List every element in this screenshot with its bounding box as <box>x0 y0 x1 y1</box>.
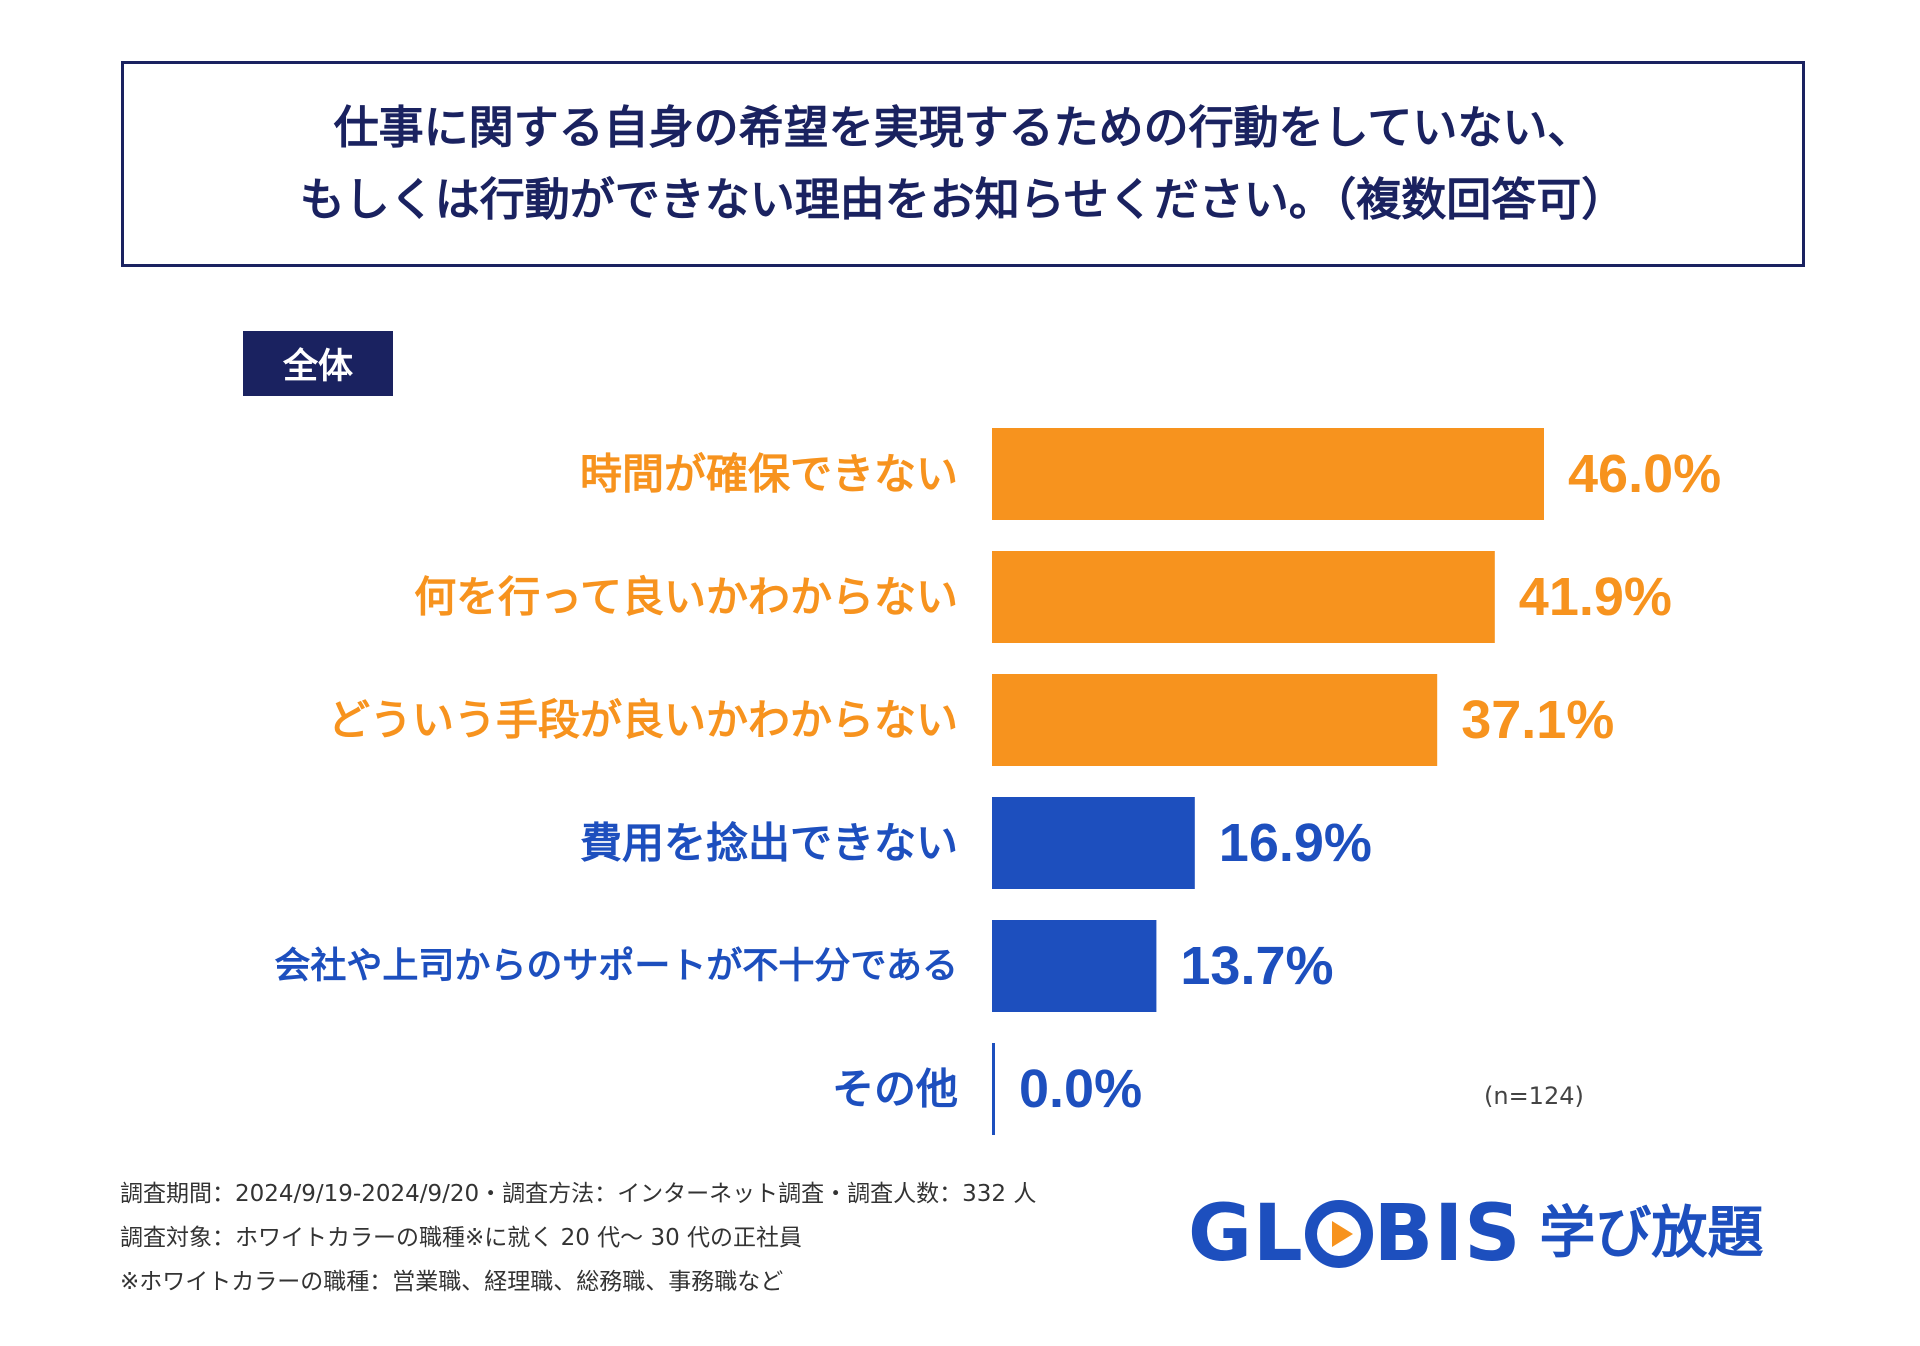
logo-text-post: BIS <box>1373 1189 1522 1279</box>
bar <box>992 428 1544 520</box>
category-label: どういう手段が良いかわからない <box>328 696 958 745</box>
bar <box>992 551 1495 643</box>
footnote-job-definition: ※ホワイトカラーの職種：営業職、経理職、総務職、事務職など <box>120 1269 784 1295</box>
logo-text-pre: GL <box>1188 1189 1304 1279</box>
value-label: 37.1% <box>1461 690 1614 750</box>
bar <box>992 920 1157 1012</box>
value-label: 16.9% <box>1219 813 1372 873</box>
value-label: 41.9% <box>1519 567 1672 627</box>
value-label: 46.0% <box>1568 444 1721 504</box>
footnote-survey-target: 調査対象：ホワイトカラーの職種※に就く 20 代〜 30 代の正社員 <box>120 1225 803 1251</box>
group-badge: 全体 <box>243 331 393 396</box>
title-box: 仕事に関する自身の希望を実現するための行動をしていない、 もしくは行動ができない… <box>121 61 1805 267</box>
logo-wordmark: GL BIS <box>1188 1195 1521 1273</box>
bar <box>992 674 1438 766</box>
sample-size-note: (n=124) <box>1484 1082 1584 1110</box>
globis-logo: GL BIS 学び放題 <box>1188 1192 1763 1276</box>
value-label: 0.0% <box>1019 1059 1142 1119</box>
footnote-survey-period: 調査期間：2024/9/19-2024/9/20・調査方法：インターネット調査・… <box>120 1181 1037 1207</box>
title-line-2: もしくは行動ができない理由をお知らせください。（複数回答可） <box>299 173 1627 226</box>
bar <box>992 797 1195 889</box>
category-label: 何を行って良いかわからない <box>414 573 958 622</box>
category-label: 会社や上司からのサポートが不十分である <box>274 945 958 987</box>
bar <box>992 1043 995 1135</box>
footnotes: 調査期間：2024/9/19-2024/9/20・調査方法：インターネット調査・… <box>120 1172 1036 1304</box>
category-label: その他 <box>832 1065 958 1114</box>
category-label: 時間が確保できない <box>580 450 958 499</box>
title-line-1: 仕事に関する自身の希望を実現するための行動をしていない、 <box>333 101 1593 154</box>
category-label: 費用を捻出できない <box>580 819 958 868</box>
value-label: 13.7% <box>1180 936 1333 996</box>
logo-subtitle: 学び放題 <box>1539 1201 1764 1266</box>
logo-play-icon <box>1304 1195 1374 1273</box>
